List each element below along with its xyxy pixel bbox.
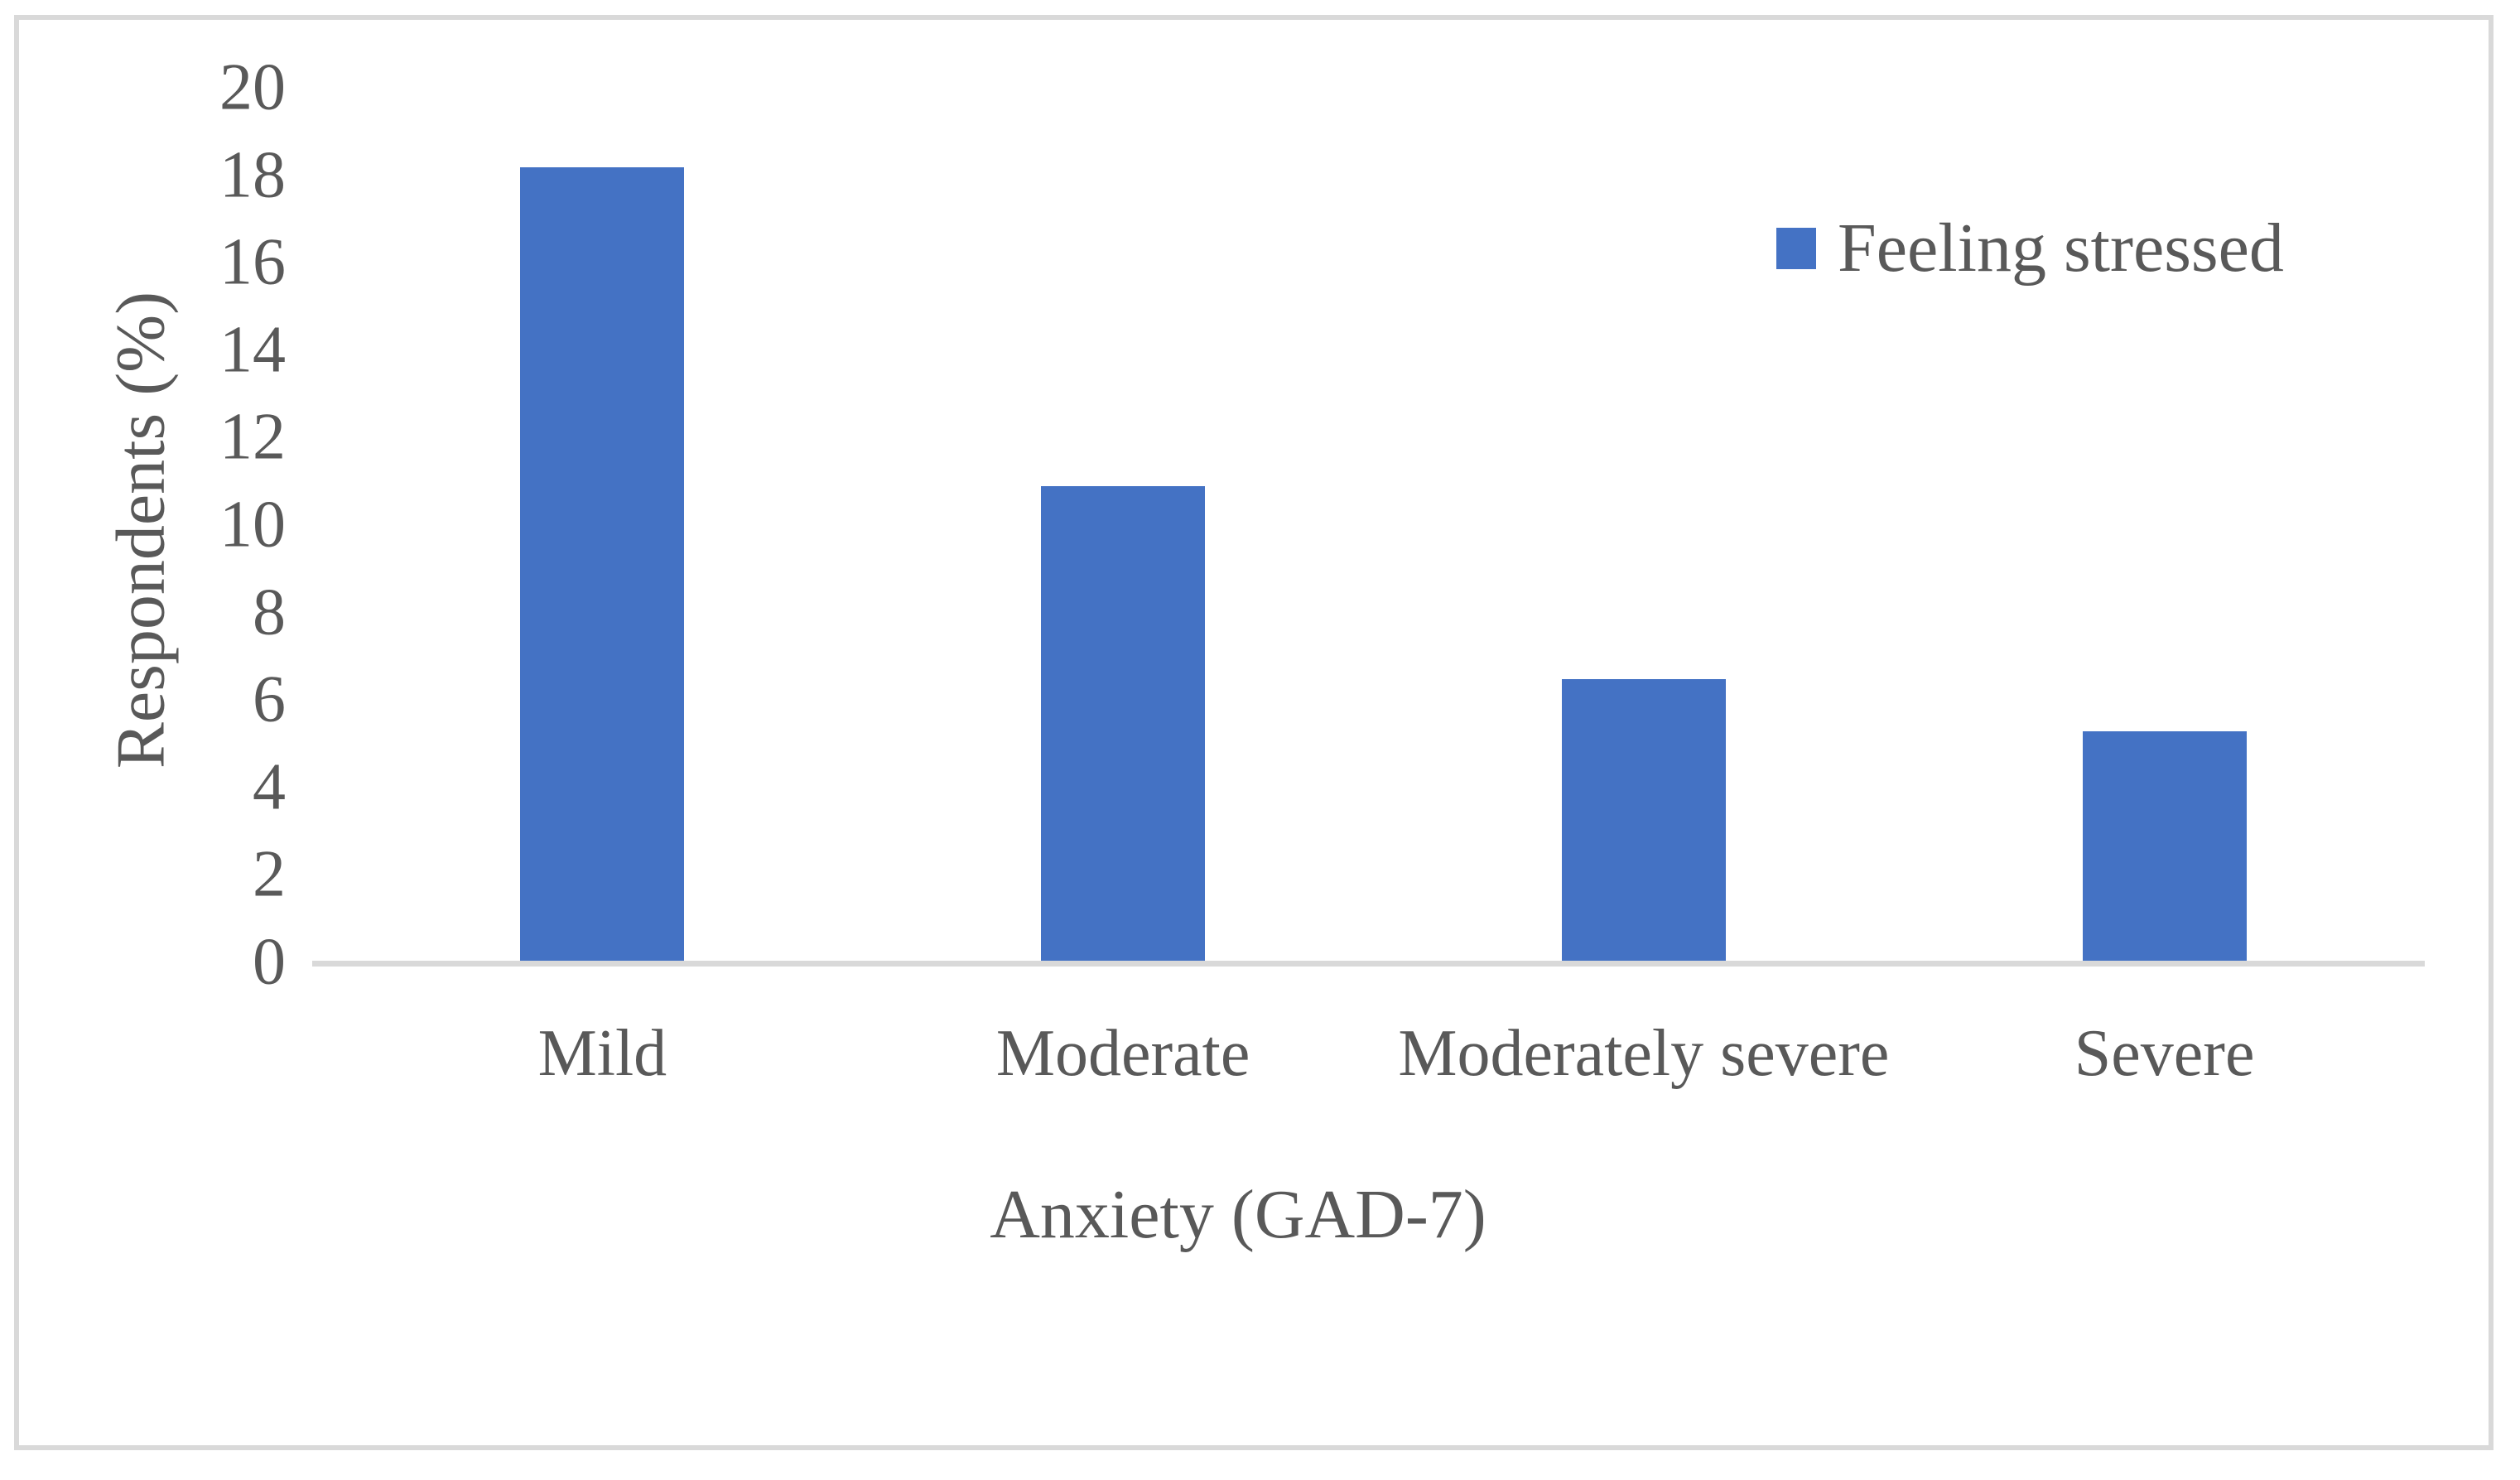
- legend-label: Feeling stressed: [1838, 210, 2284, 287]
- figure-border: [14, 15, 2493, 1450]
- x-axis-title: Anxiety (GAD-7): [990, 1176, 1486, 1253]
- y-tick-label: 8: [253, 575, 286, 648]
- category-label-severe: Severe: [2074, 1017, 2255, 1090]
- y-tick-label: 2: [253, 837, 286, 911]
- bar-moderately-severe: [1561, 678, 1726, 961]
- bar-moderate: [1041, 486, 1206, 961]
- bar-mild: [520, 167, 685, 961]
- y-tick-label: 12: [219, 400, 286, 474]
- legend: Feeling stressed: [1776, 214, 2284, 283]
- category-label-moderately-severe: Moderately severe: [1398, 1017, 1890, 1090]
- y-tick-label: 4: [253, 750, 286, 824]
- category-label-moderate: Moderate: [995, 1017, 1250, 1090]
- legend-swatch-icon: [1776, 228, 1816, 269]
- x-axis-line: [312, 961, 2425, 967]
- y-tick-label: 14: [219, 313, 286, 387]
- category-label-mild: Mild: [537, 1017, 667, 1090]
- y-tick-label: 6: [253, 663, 286, 736]
- bar-severe: [2082, 731, 2247, 961]
- y-tick-label: 20: [219, 51, 286, 124]
- y-tick-label: 16: [219, 225, 286, 299]
- y-tick-label: 18: [219, 137, 286, 211]
- y-tick-label: 0: [253, 925, 286, 999]
- y-tick-label: 10: [219, 488, 286, 562]
